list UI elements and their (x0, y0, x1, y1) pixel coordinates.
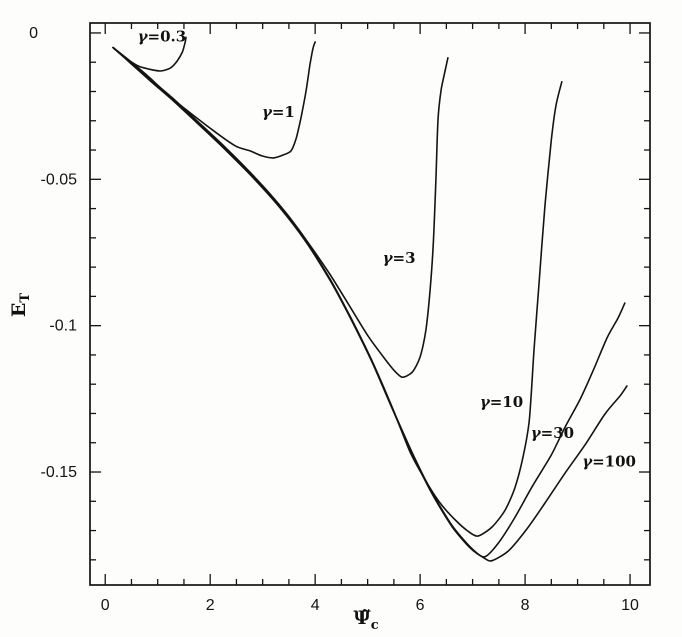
x-axis-label-sub: c (371, 618, 379, 633)
gamma-symbol: γ (262, 103, 273, 121)
curve-label-gamma-100: γ=100 (582, 453, 636, 471)
gamma-value: =10 (490, 393, 523, 411)
gamma-symbol: γ (383, 249, 394, 267)
plot-border (89, 22, 651, 586)
x-tick-label: 10 (621, 597, 639, 614)
gamma-symbol: γ (138, 27, 149, 45)
gamma-symbol: γ (531, 424, 542, 442)
gamma-value: =3 (393, 249, 416, 267)
x-axis-label-main: Ψ̃ (353, 607, 371, 629)
x-axis-label: Ψ̃c (353, 607, 378, 633)
curve-label-gamma-3: γ=3 (383, 249, 416, 267)
gamma-value: =1 (272, 103, 295, 121)
y-tick-label: -0.05 (41, 171, 78, 188)
gamma-value: =30 (541, 424, 574, 442)
gamma-value: =100 (592, 453, 636, 471)
curve-label-gamma-30: γ=30 (531, 424, 574, 442)
curve-gamma-30 (112, 46, 626, 558)
y-tick-label: -0.15 (41, 464, 78, 481)
x-tick-label: 6 (416, 597, 425, 614)
curve-gamma-3 (112, 46, 449, 378)
gamma-symbol: γ (480, 393, 491, 411)
x-tick-label: 4 (311, 597, 320, 614)
y-axis-label-sub: T (18, 293, 33, 303)
y-axis-label-main: E (8, 303, 30, 317)
curve-gamma-1 (112, 41, 316, 159)
curve-label-gamma-10: γ=10 (480, 393, 523, 411)
y-tick-label: 0 (29, 25, 38, 42)
curve-label-gamma-1: γ=1 (262, 103, 295, 121)
x-tick-label: 0 (101, 597, 110, 614)
gamma-value: =0.3 (148, 27, 187, 45)
x-tick-label: 2 (206, 597, 215, 614)
plot-area: 0 2 4 6 8 100-0.05-0.1-0.15γ=0.3γ=1γ=3γ=10γ=3… (29, 22, 651, 614)
x-tick-label: 8 (521, 597, 530, 614)
curve-label-gamma-0.3: γ=0.3 (138, 27, 187, 45)
gamma-symbol: γ (582, 453, 593, 471)
y-axis-label: ET (8, 293, 33, 317)
y-tick-label: -0.1 (49, 318, 77, 335)
curve-gamma-100 (112, 46, 628, 562)
